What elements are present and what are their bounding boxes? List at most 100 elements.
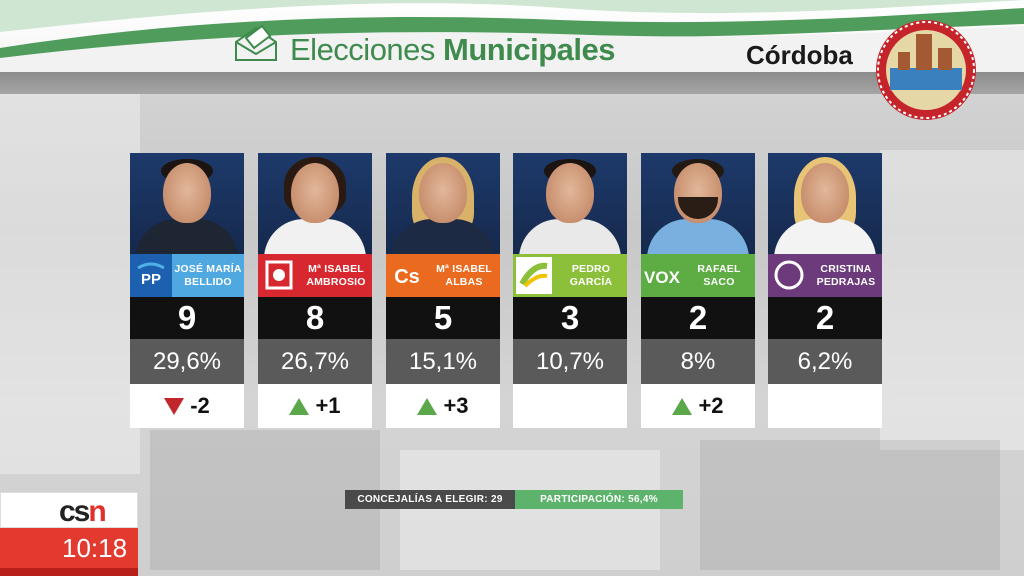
candidate-last-name: GARCÍA (569, 275, 613, 288)
city-seal-icon (876, 20, 976, 120)
party-logo-icon: Cs (386, 254, 428, 297)
candidate-card: Mª ISABEL AMBROSIO 8 26,7% +1 (258, 153, 372, 428)
channel-logo-box: csn (0, 492, 138, 528)
candidate-change: -2 (130, 384, 244, 428)
candidate-change: +1 (258, 384, 372, 428)
channel-logo-text: csn (59, 495, 107, 529)
channel-logo-cs: cs (59, 495, 90, 528)
candidate-first-name: CRISTINA (820, 262, 872, 275)
photo-beard (678, 197, 718, 219)
candidate-percent: 29,6% (130, 339, 244, 384)
photo-face (163, 163, 211, 223)
candidate-seats: 5 (386, 297, 500, 339)
candidate-card: CRISTINA PEDRAJAS 2 6,2% (768, 153, 882, 428)
party-logo-icon (258, 254, 300, 297)
candidate-change (768, 384, 882, 428)
photo-face (419, 163, 467, 223)
header: Elecciones Municipales Córdoba (0, 0, 1024, 72)
photo-face (546, 163, 594, 223)
party-logo-icon (768, 254, 810, 297)
party-logo-icon: VOX (641, 254, 683, 297)
background-block (880, 150, 1024, 450)
candidate-first-name: PEDRO (571, 262, 611, 275)
candidate-last-name: AMBROSIO (306, 275, 366, 288)
party-logo-icon: PP (130, 254, 172, 297)
candidate-namebar: VOX RAFAEL SACO (641, 254, 755, 297)
ballot-box-icon (235, 24, 277, 61)
candidate-photo (641, 153, 755, 254)
candidate-name: Mª ISABEL AMBROSIO (300, 254, 372, 297)
svg-text:PP: PP (141, 271, 161, 288)
channel-logo: csn 10:18 (0, 492, 138, 576)
candidate-last-name: SACO (703, 275, 735, 288)
background-block (400, 450, 660, 570)
background-block (700, 440, 1000, 570)
candidate-name: PEDRO GARCÍA (555, 254, 627, 297)
candidate-seats: 3 (513, 297, 627, 339)
participacion-info: PARTICIPACIÓN: 56,4% (515, 490, 683, 509)
candidate-first-name: Mª ISABEL (436, 262, 492, 275)
candidate-name: Mª ISABEL ALBAS (428, 254, 500, 297)
concejalias-info: CONCEJALÍAS A ELEGIR: 29 (345, 490, 515, 509)
candidate-namebar: PP JOSÉ MARÍA BELLIDO (130, 254, 244, 297)
candidate-change-value: -2 (190, 393, 210, 418)
photo-torso (774, 219, 876, 254)
candidate-photo (130, 153, 244, 254)
candidate-photo (386, 153, 500, 254)
candidate-namebar: Mª ISABEL AMBROSIO (258, 254, 372, 297)
background-block (0, 94, 140, 474)
candidate-change-value: +3 (443, 393, 469, 418)
candidate-first-name: JOSÉ MARÍA (174, 262, 242, 275)
candidate-namebar: CRISTINA PEDRAJAS (768, 254, 882, 297)
photo-torso (264, 219, 366, 254)
svg-text:Cs: Cs (394, 266, 420, 288)
city-name: Córdoba (746, 40, 853, 70)
candidate-namebar: Cs Mª ISABEL ALBAS (386, 254, 500, 297)
candidate-card: PEDRO GARCÍA 3 10,7% (513, 153, 627, 428)
candidate-seats: 2 (768, 297, 882, 339)
candidate-photo (513, 153, 627, 254)
party-logo-icon (513, 254, 555, 297)
channel-logo-strip (0, 568, 138, 576)
candidate-photo (258, 153, 372, 254)
candidate-change: +3 (386, 384, 500, 428)
candidate-change (513, 384, 627, 428)
photo-torso (519, 219, 621, 254)
candidate-card: VOX RAFAEL SACO 2 8% +2 (641, 153, 755, 428)
header-bar (0, 72, 1024, 94)
candidate-first-name: Mª ISABEL (308, 262, 364, 275)
candidate-percent: 26,7% (258, 339, 372, 384)
photo-face (291, 163, 339, 223)
candidate-percent: 8% (641, 339, 755, 384)
photo-face (801, 163, 849, 223)
photo-torso (647, 219, 749, 254)
candidate-seats: 9 (130, 297, 244, 339)
svg-text:VOX: VOX (644, 268, 681, 287)
down-arrow-icon (164, 397, 185, 415)
candidate-namebar: PEDRO GARCÍA (513, 254, 627, 297)
up-arrow-icon (672, 397, 693, 415)
photo-torso (136, 219, 238, 254)
candidate-change-value: +2 (698, 393, 724, 418)
candidate-name: RAFAEL SACO (683, 254, 755, 297)
candidate-change: +2 (641, 384, 755, 428)
title-light: Elecciones (290, 32, 435, 67)
page-title: Elecciones Municipales (290, 32, 615, 68)
candidate-name: CRISTINA PEDRAJAS (810, 254, 882, 297)
up-arrow-icon (417, 397, 438, 415)
candidate-first-name: RAFAEL (697, 262, 741, 275)
candidate-change-value: +1 (315, 393, 341, 418)
candidate-percent: 6,2% (768, 339, 882, 384)
clock-time: 10:18 (0, 528, 138, 568)
candidate-last-name: ALBAS (445, 275, 483, 288)
candidate-seats: 2 (641, 297, 755, 339)
candidate-card: Cs Mª ISABEL ALBAS 5 15,1% +3 (386, 153, 500, 428)
candidate-last-name: BELLIDO (184, 275, 232, 288)
channel-logo-n: n (88, 495, 106, 528)
background-block (150, 430, 380, 570)
candidate-card: PP JOSÉ MARÍA BELLIDO 9 29,6% -2 (130, 153, 244, 428)
candidate-name: JOSÉ MARÍA BELLIDO (172, 254, 244, 297)
title-bold: Municipales (443, 32, 615, 67)
candidate-last-name: PEDRAJAS (816, 275, 876, 288)
up-arrow-icon (289, 397, 310, 415)
